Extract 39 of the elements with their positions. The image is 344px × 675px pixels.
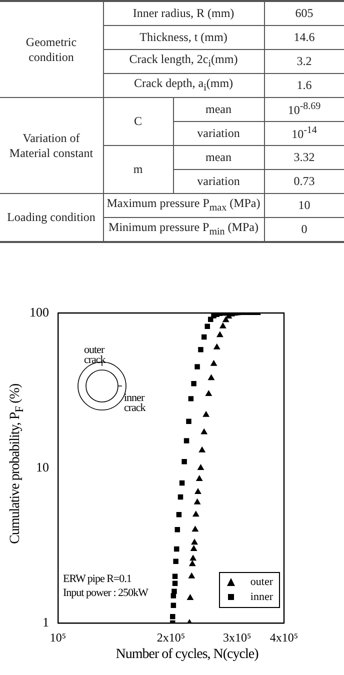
text: 3.2 [264,50,344,74]
text: mean [173,98,264,122]
text: 10$^{-14}$ [264,122,344,146]
legend-label: inner [250,591,273,603]
x-tick-label: 10⁵ [50,630,66,644]
text: Variation of Material constant [0,98,103,194]
text: Thickness, t (mm) [103,26,264,50]
text: Crack depth, a$_{i}$(mm) [103,74,264,98]
x-tick-label: 4x10⁵ [270,630,298,644]
text: variation [173,170,264,194]
x-tick-label: 3x10⁵ [223,630,252,644]
text: Inner radius, R (mm) [103,1,264,26]
text: 10 [264,194,344,218]
text: 0 [264,218,344,242]
text: variation [173,122,264,146]
text: 0.73 [264,170,344,194]
text: Minimum pressure P$_{min}$ (MPa) [103,218,264,242]
y-tick-label: 1 [42,614,49,630]
annotation: outer crack [84,344,107,366]
y-tick-label: 10 [36,459,49,474]
text: Crack length, 2c$_{i}$(mm) [103,50,264,74]
text: 10$^{-8.69}$ [264,98,344,122]
text: C [103,98,173,146]
text: mean [173,146,264,170]
text: 3.32 [264,146,344,170]
x-axis-title: Number of cycles, N(cycle) [114,647,260,663]
legend-label: outer [250,576,273,588]
y-tick-label: 100 [30,304,49,320]
text: m [103,146,173,194]
annotation: ERW pipe R=0.1 [63,573,132,585]
text: 1.6 [264,74,344,98]
text: 605 [264,1,344,26]
text: Geometric condition [0,1,103,98]
annotation: inner crack [124,392,147,414]
text: Loading condition [0,194,103,242]
text: 14.6 [264,26,344,50]
annotation: Input power : 250kW [63,587,148,599]
text: Maximum pressure P$_{max}$ (MPa) [103,194,264,218]
x-tick-label: 2x10⁵ [156,630,186,644]
